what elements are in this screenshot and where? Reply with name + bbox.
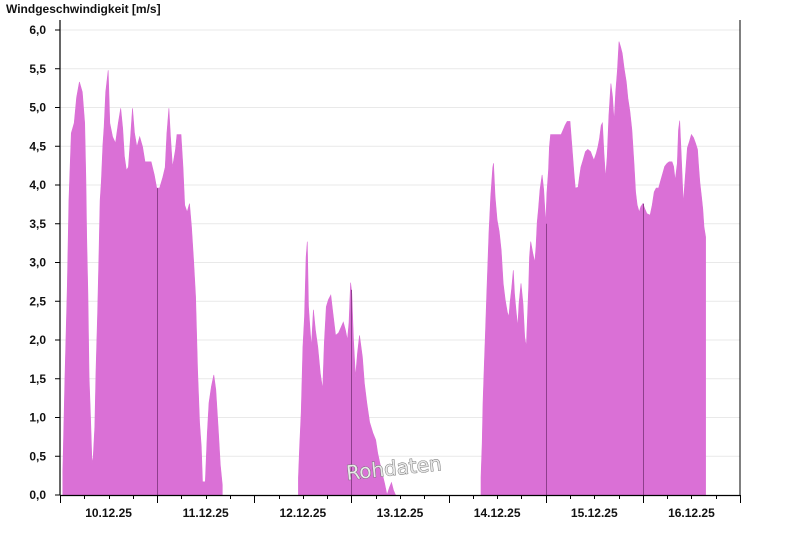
area-series bbox=[62, 41, 706, 497]
y-tick-label: 4,5 bbox=[29, 139, 46, 153]
y-tick-label: 1,0 bbox=[29, 411, 46, 425]
y-tick-label: 4,0 bbox=[29, 178, 46, 192]
y-tick-label: 6,0 bbox=[29, 23, 46, 37]
y-tick-label: 3,0 bbox=[29, 256, 46, 270]
y-tick-label: 3,5 bbox=[29, 217, 46, 231]
x-tick-label: 12.12.25 bbox=[279, 506, 326, 520]
y-tick-label: 2,5 bbox=[29, 294, 46, 308]
y-tick-label: 0,0 bbox=[29, 488, 46, 502]
area-segment bbox=[62, 70, 223, 496]
y-tick-label: 1,5 bbox=[29, 372, 46, 386]
x-tick-label: 13.12.25 bbox=[377, 506, 424, 520]
y-axis-ticks: 0,0 0,5 1,0 1,5 2,0 2,5 3,0 3,5 4,0 4,5 5,0 5,5 6,0 bbox=[29, 23, 60, 502]
x-tick-label: 15.12.25 bbox=[571, 506, 618, 520]
x-axis-ticks: 10.12.25 11.12.25 12.12.25 13.12.25 14.12.25… bbox=[60, 495, 741, 520]
x-tick-label: 14.12.25 bbox=[474, 506, 521, 520]
y-tick-label: 2,0 bbox=[29, 333, 46, 347]
area-segment bbox=[480, 41, 706, 496]
x-tick-label: 10.12.25 bbox=[85, 506, 132, 520]
x-tick-label: 11.12.25 bbox=[183, 506, 229, 520]
day-separators bbox=[157, 188, 644, 495]
x-tick-label: 16.12.25 bbox=[668, 506, 715, 520]
y-tick-label: 5,0 bbox=[29, 101, 46, 115]
chart-title: Windgeschwindigkeit [m/s] bbox=[6, 2, 161, 16]
y-tick-label: 0,5 bbox=[29, 449, 46, 463]
area-segment bbox=[298, 241, 396, 497]
y-tick-label: 5,5 bbox=[29, 62, 46, 76]
